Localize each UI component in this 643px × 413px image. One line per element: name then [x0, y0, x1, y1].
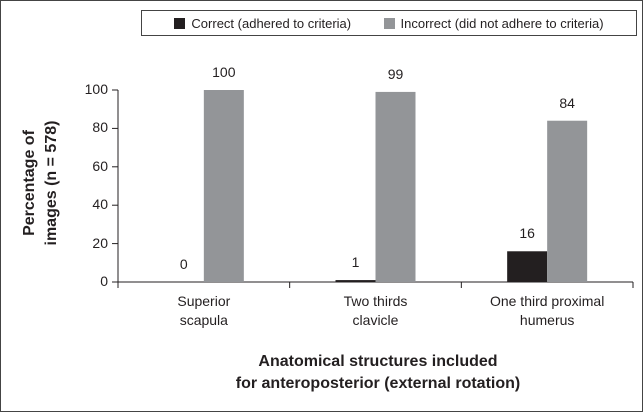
- value-label: 0: [179, 256, 188, 272]
- x-tick-label: Superior scapula: [177, 293, 231, 328]
- legend-label: Incorrect (did not adhere to criteria): [400, 15, 604, 31]
- y-tick-label: 40: [92, 196, 108, 213]
- bar: [203, 90, 244, 282]
- y-tick-label: 80: [92, 119, 108, 136]
- legend: Correct (adhered to criteria) Incorrect (…: [141, 10, 637, 36]
- legend-label: Correct (adhered to criteria): [191, 15, 352, 31]
- value-label: 16: [519, 225, 535, 242]
- y-axis-title: Percentage of images (n = 578): [21, 120, 60, 246]
- y-tick-label: 60: [92, 157, 108, 174]
- bar: [547, 120, 588, 282]
- value-label: 99: [387, 65, 404, 82]
- x-tick-label: Two thirds clavicle: [343, 293, 408, 328]
- y-tick-label: 0: [100, 273, 108, 289]
- legend-item: Correct (adhered to criteria): [174, 16, 351, 31]
- value-label: 84: [559, 94, 575, 111]
- legend-item: Incorrect (did not adhere to criteria): [383, 15, 604, 31]
- bar: [507, 251, 548, 282]
- value-label: 1: [351, 254, 360, 271]
- bar: [375, 91, 416, 282]
- legend-swatch: [174, 17, 186, 29]
- y-tick-label: 20: [92, 234, 108, 251]
- legend-swatch: [383, 17, 395, 29]
- bar: [335, 280, 376, 282]
- x-axis-title: Anatomical structures included for anter…: [235, 353, 521, 392]
- y-tick-label: 100: [84, 81, 108, 97]
- value-label: 100: [212, 64, 236, 80]
- x-tick-label: One third proximal humerus: [489, 293, 605, 328]
